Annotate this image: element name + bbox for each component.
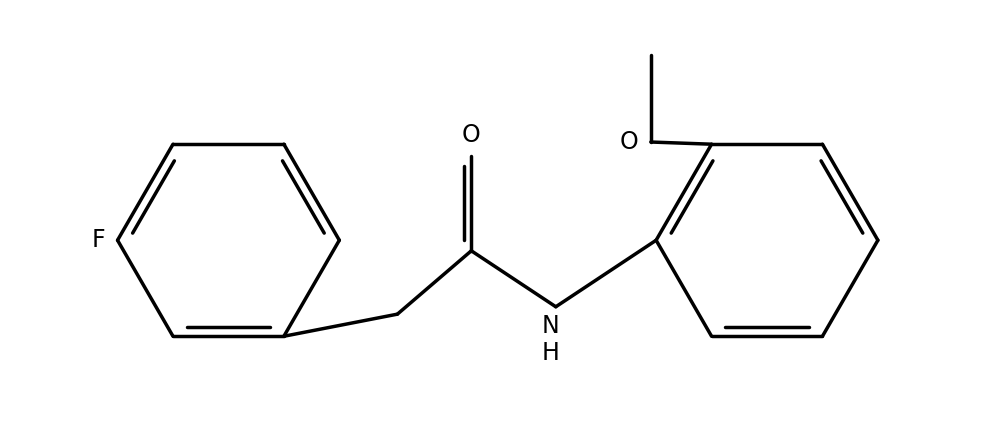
Text: F: F (92, 228, 105, 252)
Text: N: N (541, 314, 559, 338)
Text: O: O (462, 123, 481, 147)
Text: O: O (620, 130, 638, 154)
Text: H: H (541, 341, 559, 365)
